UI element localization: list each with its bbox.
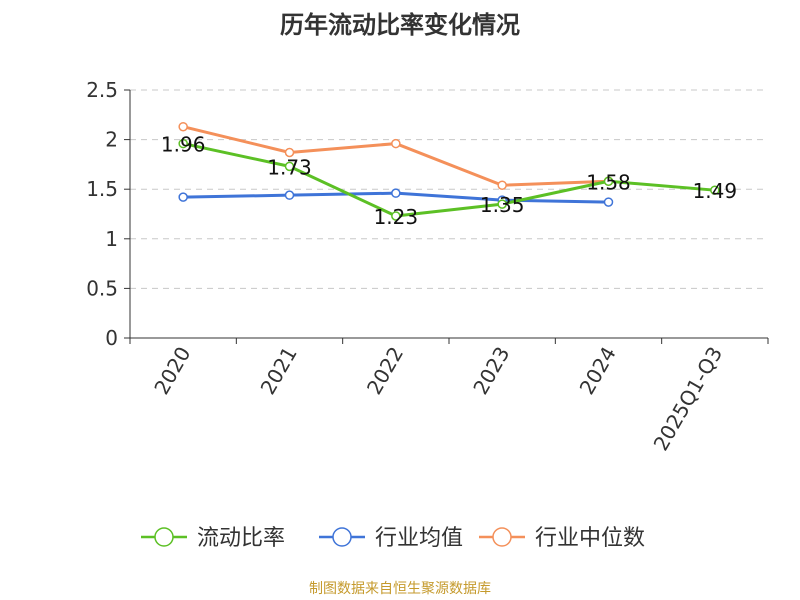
legend-marker	[492, 527, 512, 547]
x-tick-label: 2024	[575, 343, 621, 399]
legend-label: 行业均值	[375, 526, 463, 551]
data-labels: 1.96 1.73 1.23 1.35 1.58 1.49	[161, 133, 737, 229]
legend-item[interactable]: 行业均值	[319, 526, 463, 551]
x-tick-label: 2021	[256, 343, 302, 399]
data-label: 1.58	[586, 170, 631, 194]
legend-label: 行业中位数	[535, 526, 645, 551]
data-label: 1.73	[267, 155, 312, 179]
y-tick-label: 2	[105, 128, 118, 152]
data-point	[178, 192, 188, 202]
legend-item[interactable]: 行业中位数	[479, 526, 645, 551]
data-point	[603, 176, 614, 187]
x-tick-label: 2020	[149, 343, 195, 399]
data-label: 1.96	[161, 133, 206, 157]
data-point	[284, 161, 295, 172]
data-label: 1.35	[480, 193, 525, 217]
data-point	[284, 147, 295, 158]
series-lines	[178, 121, 720, 221]
y-tick-label: 0.5	[86, 276, 118, 300]
data-point	[497, 199, 507, 209]
data-label: 1.23	[374, 205, 419, 229]
y-tick-label: 1	[105, 227, 118, 251]
y-tick-label: 0	[105, 326, 118, 350]
data-point	[603, 197, 614, 207]
chart-title: 历年流动比率变化情况	[280, 11, 520, 39]
data-point	[391, 188, 401, 198]
data-point	[391, 211, 401, 221]
x-tick-label: 2023	[468, 342, 514, 398]
legend-label: 流动比率	[197, 526, 285, 551]
legend-item[interactable]: 流动比率	[141, 526, 285, 551]
legend-marker	[332, 527, 352, 547]
legend-marker	[154, 527, 174, 547]
data-point	[710, 185, 720, 195]
data-point	[178, 121, 188, 132]
data-label: 1.49	[693, 179, 738, 203]
y-tick-label: 2.5	[86, 78, 118, 102]
data-point	[178, 138, 188, 149]
series-line	[182, 142, 715, 218]
grid-lines	[130, 89, 768, 289]
y-tick-label: 1.5	[86, 177, 118, 201]
data-point	[284, 190, 295, 200]
data-point	[391, 138, 401, 149]
data-source-note: 制图数据来自恒生聚源数据库	[309, 581, 491, 597]
x-tick-label: 2025Q1-Q3	[648, 343, 727, 455]
x-tick-label: 2022	[362, 343, 408, 399]
line-chart: 历年流动比率变化情况 0 0.5 1 1.5 2 2.5 2020 2021 2022 2023 2…	[86, 11, 769, 551]
legend[interactable]: 流动比率 行业均值 行业中位数	[141, 526, 645, 551]
data-point	[497, 180, 507, 190]
